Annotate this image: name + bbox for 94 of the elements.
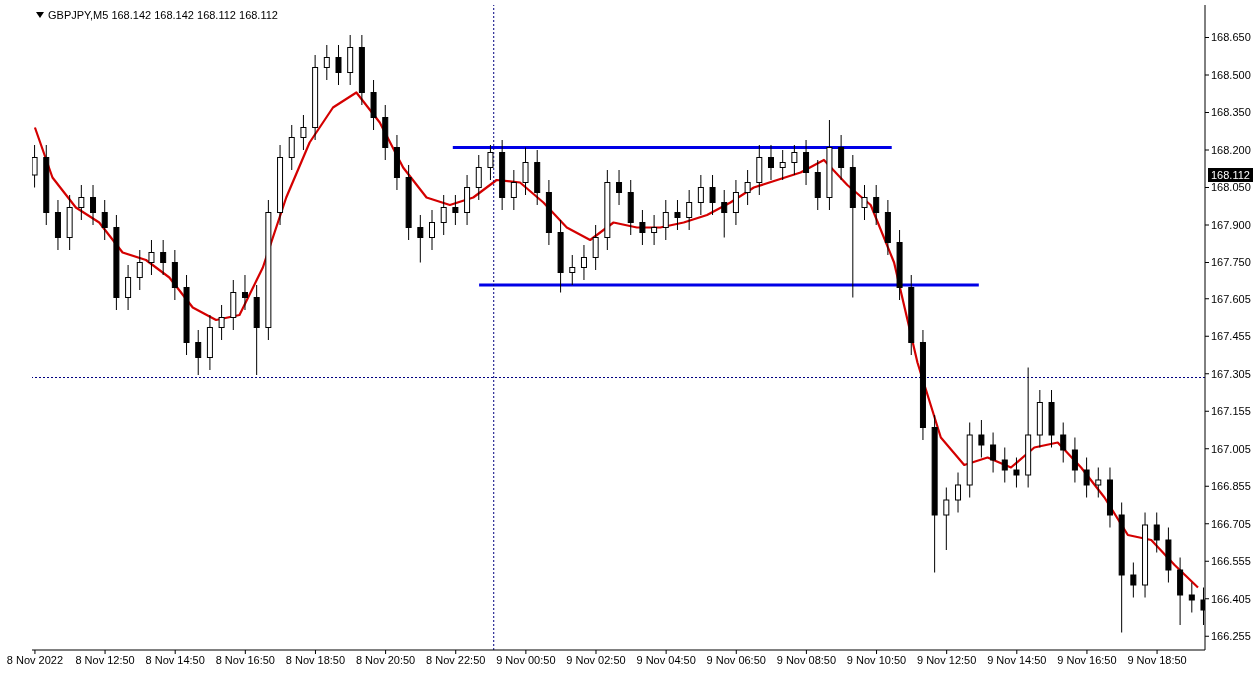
candlestick bbox=[101, 199, 108, 241]
x-tick-label: 9 Nov 16:50 bbox=[1057, 653, 1117, 666]
candlestick bbox=[767, 144, 774, 181]
x-tick-label: 9 Nov 06:50 bbox=[706, 653, 766, 666]
y-tick-label: 166.705 bbox=[1211, 517, 1251, 530]
candlestick bbox=[417, 214, 424, 263]
y-tick-label: 166.555 bbox=[1211, 555, 1251, 568]
candlestick bbox=[241, 274, 248, 311]
candlestick bbox=[288, 124, 295, 171]
y-tick-label: 166.855 bbox=[1211, 480, 1251, 493]
candlestick bbox=[148, 239, 155, 276]
candlestick bbox=[1083, 457, 1090, 498]
candlestick bbox=[873, 184, 880, 226]
candlestick bbox=[990, 432, 997, 473]
y-tick-label: 167.750 bbox=[1211, 256, 1251, 269]
y-tick-label: 168.350 bbox=[1211, 106, 1251, 119]
candlestick bbox=[721, 189, 728, 238]
candlestick bbox=[1001, 447, 1008, 483]
candlestick bbox=[335, 44, 342, 86]
candlestick bbox=[838, 134, 845, 181]
candlestick bbox=[1130, 562, 1137, 598]
y-tick-label: 167.455 bbox=[1211, 330, 1251, 343]
candlestick bbox=[429, 209, 436, 251]
chart-title: GBPJPY,M5 168.142 168.142 168.112 168.112 bbox=[48, 9, 278, 21]
x-tick-label: 9 Nov 10:50 bbox=[846, 653, 907, 666]
candlestick bbox=[510, 169, 517, 211]
candlestick bbox=[1153, 512, 1160, 553]
candlestick bbox=[440, 194, 447, 236]
candlestick bbox=[475, 154, 482, 201]
candlestick bbox=[1071, 437, 1078, 483]
y-tick-label: 167.005 bbox=[1211, 442, 1251, 455]
candlestick bbox=[803, 139, 810, 186]
candlestick bbox=[323, 44, 330, 81]
y-tick-label: 168.650 bbox=[1211, 31, 1251, 44]
x-tick-label: 9 Nov 18:50 bbox=[1127, 653, 1187, 666]
candlestick bbox=[580, 244, 587, 281]
y-tick-label: 166.405 bbox=[1211, 592, 1251, 605]
y-tick-label: 167.155 bbox=[1211, 405, 1251, 418]
x-tick-label: 8 Nov 12:50 bbox=[75, 653, 135, 666]
candlestick bbox=[651, 214, 658, 246]
candlestick bbox=[1060, 422, 1067, 463]
candlestick bbox=[300, 114, 307, 151]
candlestick bbox=[218, 304, 225, 341]
candlestick bbox=[160, 239, 167, 276]
candlestick bbox=[32, 144, 38, 188]
y-tick-label: 168.500 bbox=[1211, 68, 1251, 81]
candlestick bbox=[639, 209, 646, 246]
candlestick bbox=[662, 199, 669, 241]
y-tick-label: 168.050 bbox=[1211, 181, 1251, 194]
x-tick-label: 8 Nov 14:50 bbox=[145, 653, 205, 666]
candlestick bbox=[90, 184, 97, 226]
candlestick bbox=[955, 472, 962, 513]
candlestick bbox=[686, 189, 693, 231]
y-tick-label: 168.200 bbox=[1211, 143, 1251, 156]
candlestick bbox=[195, 329, 202, 376]
candlestick bbox=[732, 179, 739, 226]
candlestick bbox=[943, 487, 950, 551]
candlestick bbox=[779, 149, 786, 181]
candlestick bbox=[487, 144, 494, 181]
candlestick bbox=[522, 147, 529, 196]
x-tick-label: 9 Nov 12:50 bbox=[917, 653, 977, 666]
candlestick bbox=[569, 254, 576, 286]
text: 168.112 bbox=[1208, 168, 1253, 182]
x-tick-label: 8 Nov 16:50 bbox=[215, 653, 275, 666]
y-tick-label: 167.305 bbox=[1211, 367, 1251, 380]
candlestick bbox=[674, 199, 681, 231]
candlestick bbox=[697, 174, 704, 216]
candlestick bbox=[136, 249, 143, 291]
x-tick-label: 8 Nov 18:50 bbox=[285, 653, 346, 666]
candlestick bbox=[861, 184, 868, 221]
x-tick-label: 9 Nov 00:50 bbox=[496, 653, 556, 666]
y-tick-label: 167.605 bbox=[1211, 292, 1251, 305]
candlestick bbox=[1095, 467, 1102, 498]
x-tick-label: 8 Nov 22:50 bbox=[426, 653, 486, 666]
x-tick-label: 9 Nov 08:50 bbox=[776, 653, 837, 666]
y-tick-label: 167.900 bbox=[1211, 218, 1251, 231]
y-tick-label: 166.255 bbox=[1211, 630, 1251, 643]
candlestick bbox=[978, 419, 985, 458]
candlestick bbox=[592, 224, 599, 271]
candlestick bbox=[616, 169, 623, 206]
candlestick bbox=[452, 194, 459, 226]
x-tick-label: 8 Nov 2022 bbox=[6, 653, 64, 666]
candlestick bbox=[709, 174, 716, 216]
candlestick bbox=[125, 264, 132, 311]
candlestick bbox=[1013, 457, 1020, 488]
candlestick bbox=[791, 144, 798, 176]
candlestick bbox=[1188, 582, 1195, 613]
x-tick-label: 9 Nov 02:50 bbox=[566, 653, 626, 666]
x-tick-label: 8 Nov 20:50 bbox=[355, 653, 416, 666]
x-tick-label: 9 Nov 04:50 bbox=[636, 653, 696, 666]
candlestick bbox=[78, 184, 85, 221]
line-series bbox=[33, 91, 1200, 589]
candlestick bbox=[744, 169, 751, 206]
x-tick-label: 9 Nov 14:50 bbox=[987, 653, 1047, 666]
